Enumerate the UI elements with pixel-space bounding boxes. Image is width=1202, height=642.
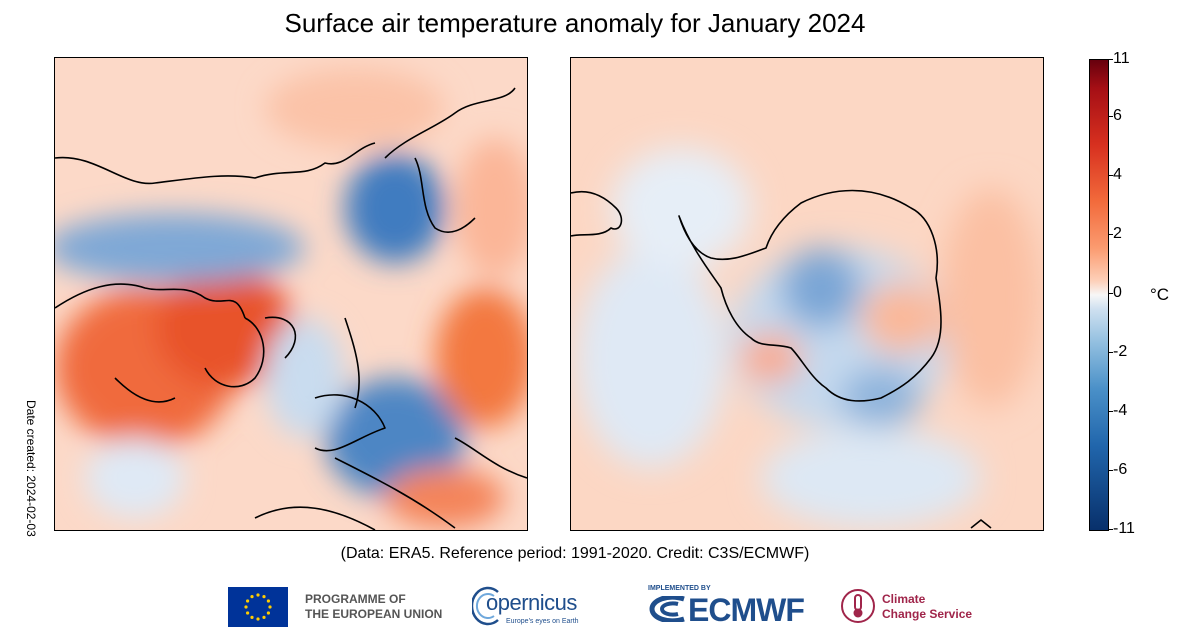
neutral-patch — [85, 438, 185, 518]
coastlines — [571, 189, 992, 529]
warm-anomaly-patch — [435, 288, 527, 428]
implemented-by-label: IMPLEMENTED BY — [648, 585, 711, 592]
colorbar-tick — [1108, 234, 1113, 235]
cold-anomaly-patch — [325, 378, 465, 498]
warm-anomaly-patch — [941, 188, 1041, 408]
coastline — [55, 283, 246, 319]
colorbar-tick-label: -11 — [1113, 520, 1135, 537]
cold-anomaly-patch — [55, 213, 305, 283]
coastline — [264, 316, 297, 359]
neutral-patch — [611, 148, 751, 268]
ccs-text: Climate Change Service — [882, 592, 972, 622]
copernicus-logo: opernicus Europe's eyes on Earth — [472, 582, 602, 632]
warm-anomaly-patch — [861, 283, 941, 353]
colorbar-tick — [1108, 470, 1113, 471]
copernicus-c-icon — [472, 586, 499, 626]
colorbar-tick-label: 11 — [1113, 50, 1130, 67]
coastline — [314, 394, 386, 452]
antarctica-coastline — [678, 189, 942, 402]
colorbar-tick — [1108, 411, 1113, 412]
colorbar-tick — [1108, 293, 1113, 294]
warm-anomaly-patch — [455, 138, 527, 278]
map-south-svg — [571, 58, 1043, 530]
warm-anomaly-patch — [385, 468, 505, 528]
colorbar-tick — [1108, 59, 1113, 60]
eu-text-line1: PROGRAMME OF — [305, 592, 406, 606]
colorbar-tick-label: -4 — [1113, 402, 1128, 419]
chart-title: Surface air temperature anomaly for Janu… — [284, 8, 866, 38]
colorbar-unit: °C — [1150, 285, 1170, 304]
colorbar-tick-label: 4 — [1113, 166, 1122, 183]
eu-flag-icon — [228, 587, 288, 627]
copernicus-tagline: Europe's eyes on Earth — [506, 618, 579, 625]
coastline — [204, 317, 265, 388]
coastline — [55, 142, 376, 185]
coastline — [414, 157, 476, 233]
eu-text-line2: THE EUROPEAN UNION — [305, 607, 443, 621]
colorbar — [1089, 59, 1109, 531]
colorbar-tick-label: 0 — [1113, 284, 1122, 301]
coastline — [384, 87, 516, 159]
warm-anomaly-patch — [741, 333, 801, 383]
cold-anomaly-patch — [345, 153, 445, 263]
coastlines — [55, 87, 527, 530]
ccs-line1: Climate — [882, 592, 926, 606]
warm-anomaly-patch — [155, 268, 295, 388]
warm-anomaly-patch — [265, 68, 445, 148]
cold-anomaly-patch — [781, 248, 861, 328]
map-north-hemisphere — [54, 57, 528, 531]
colorbar-tick-label: 2 — [1113, 225, 1122, 242]
colorbar-tick — [1108, 529, 1113, 530]
coastline — [571, 190, 623, 237]
logo-bar: PROGRAMME OF THE EUROPEAN UNION opernicu… — [0, 580, 1202, 640]
colorbar-tick-label: -6 — [1113, 461, 1128, 478]
ecmwf-word: ECMWF — [688, 592, 805, 628]
coastline — [334, 457, 456, 529]
ccs-line2: Change Service — [882, 607, 973, 621]
map-north-svg — [55, 58, 527, 530]
colorbar-tick — [1108, 352, 1113, 353]
coastline — [114, 377, 176, 403]
coastline — [454, 437, 527, 479]
colorbar-tick-label: -2 — [1113, 343, 1128, 360]
cool-patch — [265, 318, 345, 438]
eu-programme-text: PROGRAMME OF THE EUROPEAN UNION — [305, 592, 442, 622]
colorbar-tick — [1108, 175, 1113, 176]
coastline — [254, 506, 376, 530]
ecmwf-mark-icon — [649, 596, 685, 622]
data-credit: (Data: ERA5. Reference period: 1991-2020… — [340, 545, 810, 562]
neutral-patch — [576, 248, 726, 468]
map-south-hemisphere — [570, 57, 1044, 531]
date-created-label: Date created: 2024-02-03 — [24, 400, 38, 537]
colorbar-tick-label: 6 — [1113, 107, 1122, 124]
colorbar-tick — [1108, 116, 1113, 117]
coastline — [970, 519, 992, 529]
climate-thermometer-icon — [841, 589, 875, 623]
copernicus-word: opernicus — [486, 590, 577, 615]
neutral-patch — [761, 428, 981, 528]
